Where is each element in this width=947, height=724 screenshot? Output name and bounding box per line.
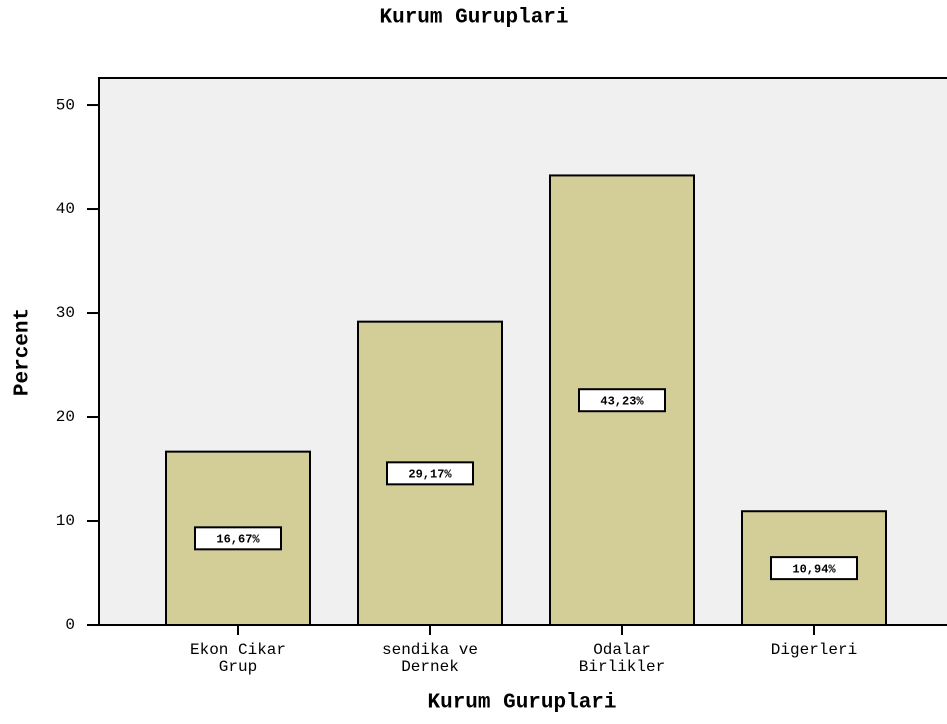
x-tick-label: Dernek [401, 658, 459, 676]
x-tick-label: Odalar [593, 641, 651, 659]
value-label: 10,94% [792, 562, 836, 576]
x-tick-label: Digerleri [771, 641, 857, 659]
x-tick-label: sendika ve [382, 641, 478, 659]
x-tick-label: Ekon Cikar [190, 641, 286, 659]
x-axis-label: Kurum Guruplari [427, 692, 616, 715]
x-tick-label: Birlikler [579, 658, 665, 676]
y-tick-label: 40 [56, 200, 75, 218]
y-tick-label: 10 [56, 512, 75, 530]
y-tick-label: 30 [56, 304, 75, 322]
value-label: 29,17% [408, 467, 452, 481]
value-label: 16,67% [216, 532, 260, 546]
value-label-box [386, 461, 474, 486]
y-tick-label: 50 [56, 96, 75, 114]
value-label-box [194, 526, 282, 551]
value-label-box [770, 556, 858, 581]
y-axis-label: Percent [12, 308, 35, 396]
y-tick-label: 20 [56, 408, 75, 426]
chart-title: Kurum Guruplari [379, 7, 568, 30]
y-tick-label: 0 [65, 616, 75, 634]
value-label-box [578, 388, 666, 413]
x-tick-label: Grup [219, 658, 257, 676]
value-label: 43,23% [600, 394, 644, 408]
